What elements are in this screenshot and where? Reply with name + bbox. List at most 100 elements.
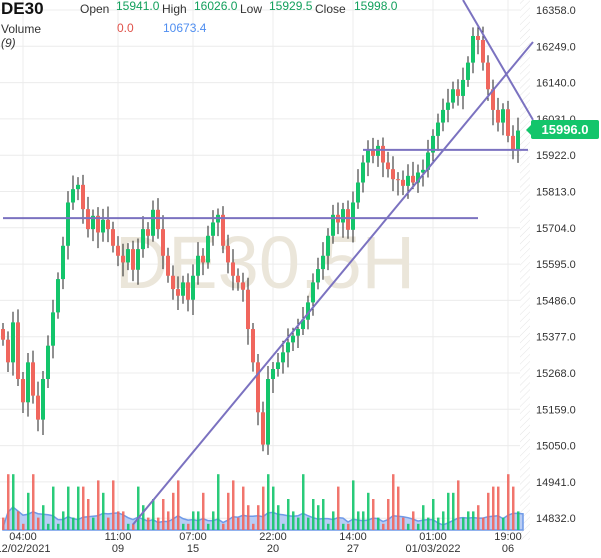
volume-bar: [507, 474, 510, 530]
volume-bar: [482, 517, 485, 530]
volume-bar: [182, 523, 185, 530]
volume-bar: [187, 523, 190, 530]
candle-body: [381, 145, 385, 163]
volume-bar: [427, 517, 430, 530]
candle-body: [506, 109, 510, 136]
volume-bar: [247, 505, 250, 530]
price-tick-label: 15595.0: [536, 259, 576, 271]
candle-body: [421, 169, 425, 173]
candle-body: [511, 135, 515, 150]
volume-bar: [517, 511, 520, 530]
price-axis[interactable]: 16358.016249.016140.016031.015922.015813…: [536, 5, 576, 525]
watermark: DE30,5H: [115, 221, 415, 304]
candle-body: [51, 312, 55, 346]
candle-body: [416, 172, 420, 183]
volume-bar: [22, 523, 25, 530]
volume-bar: [347, 523, 350, 530]
candle-body: [516, 130, 520, 150]
volume-bar: [452, 492, 455, 530]
volume-panel: [2, 474, 524, 531]
volume-bar: [512, 486, 515, 530]
volume-bar: [367, 492, 370, 530]
candle-body: [231, 262, 235, 276]
volume-bar: [97, 480, 100, 530]
volume-bar: [42, 505, 45, 530]
volume-bar: [77, 486, 80, 530]
candle-body: [331, 214, 335, 236]
candle-body: [36, 395, 40, 420]
time-tick-label: 14:00: [339, 531, 367, 543]
candle-body: [136, 249, 140, 270]
candle-body: [241, 282, 245, 290]
price-tick-label: 15159.0: [536, 404, 576, 416]
candle-body: [401, 179, 405, 186]
volume-bar: [117, 511, 120, 530]
date-tick-label: 06: [502, 543, 514, 555]
candle-body: [276, 362, 280, 370]
candle-body: [151, 209, 155, 236]
volume-bar: [422, 505, 425, 530]
volume-bar: [152, 499, 155, 530]
candle-body: [66, 202, 70, 246]
price-tick-label: 14941.0: [536, 477, 576, 489]
candle-body: [171, 275, 175, 290]
candle-body: [491, 89, 495, 110]
current-price-tag: 15996.0: [526, 120, 599, 139]
candle-body: [111, 229, 115, 246]
open-label: Open: [80, 2, 110, 16]
volume-bar: [332, 511, 335, 530]
candle-body: [106, 219, 110, 230]
candle-body: [31, 362, 35, 396]
candle-body: [261, 412, 265, 445]
candle-body: [196, 255, 200, 276]
candle-body: [436, 122, 440, 136]
candle-body: [396, 179, 400, 181]
volume-label-text: Volume: [1, 22, 42, 36]
trendlines[interactable]: [3, 0, 534, 526]
volume-bar: [272, 486, 275, 530]
candle-body: [431, 135, 435, 153]
volume-bar: [257, 505, 260, 530]
rising-trendline[interactable]: [132, 41, 534, 526]
candle-body: [326, 235, 330, 256]
date-tick-label: 12/02/2021: [0, 543, 51, 555]
volume-bar: [82, 486, 85, 530]
volume-bar: [327, 523, 330, 530]
volume-bar: [387, 499, 390, 530]
open-value: 15941.0: [116, 0, 160, 13]
volume-bar: [462, 517, 465, 530]
candle-body: [266, 378, 270, 445]
time-tick-label: 01:00: [419, 531, 447, 543]
candle-body: [126, 249, 130, 263]
candle-body: [271, 369, 275, 379]
candle-body: [406, 175, 410, 186]
volume-bar: [197, 511, 200, 530]
volume-bar: [92, 517, 95, 530]
time-tick-label: 07:00: [179, 531, 207, 543]
date-tick-label: 20: [267, 543, 279, 555]
volume-bar: [32, 474, 35, 530]
candle-body: [461, 79, 465, 96]
volume-bar: [497, 486, 500, 530]
volume-bar: [437, 517, 440, 530]
candles: [1, 24, 520, 455]
volume-bar: [17, 511, 20, 530]
falling-trendline[interactable]: [462, 0, 534, 121]
volume-bar: [277, 505, 280, 530]
volume-bar: [392, 474, 395, 530]
candle-body: [1, 329, 5, 340]
price-tick-label: 15704.0: [536, 223, 576, 235]
volume-value-2: 10673.4: [163, 21, 207, 35]
candle-body: [201, 255, 205, 263]
volume-bar: [167, 511, 170, 530]
volume-bar: [477, 505, 480, 530]
time-tick-label: 22:00: [259, 531, 287, 543]
volume-bar: [312, 499, 315, 530]
volume-bar: [2, 517, 5, 530]
candle-body: [321, 255, 325, 270]
volume-bar: [212, 511, 215, 530]
volume-bar: [302, 474, 305, 530]
axis-hatch: [520, 0, 530, 540]
